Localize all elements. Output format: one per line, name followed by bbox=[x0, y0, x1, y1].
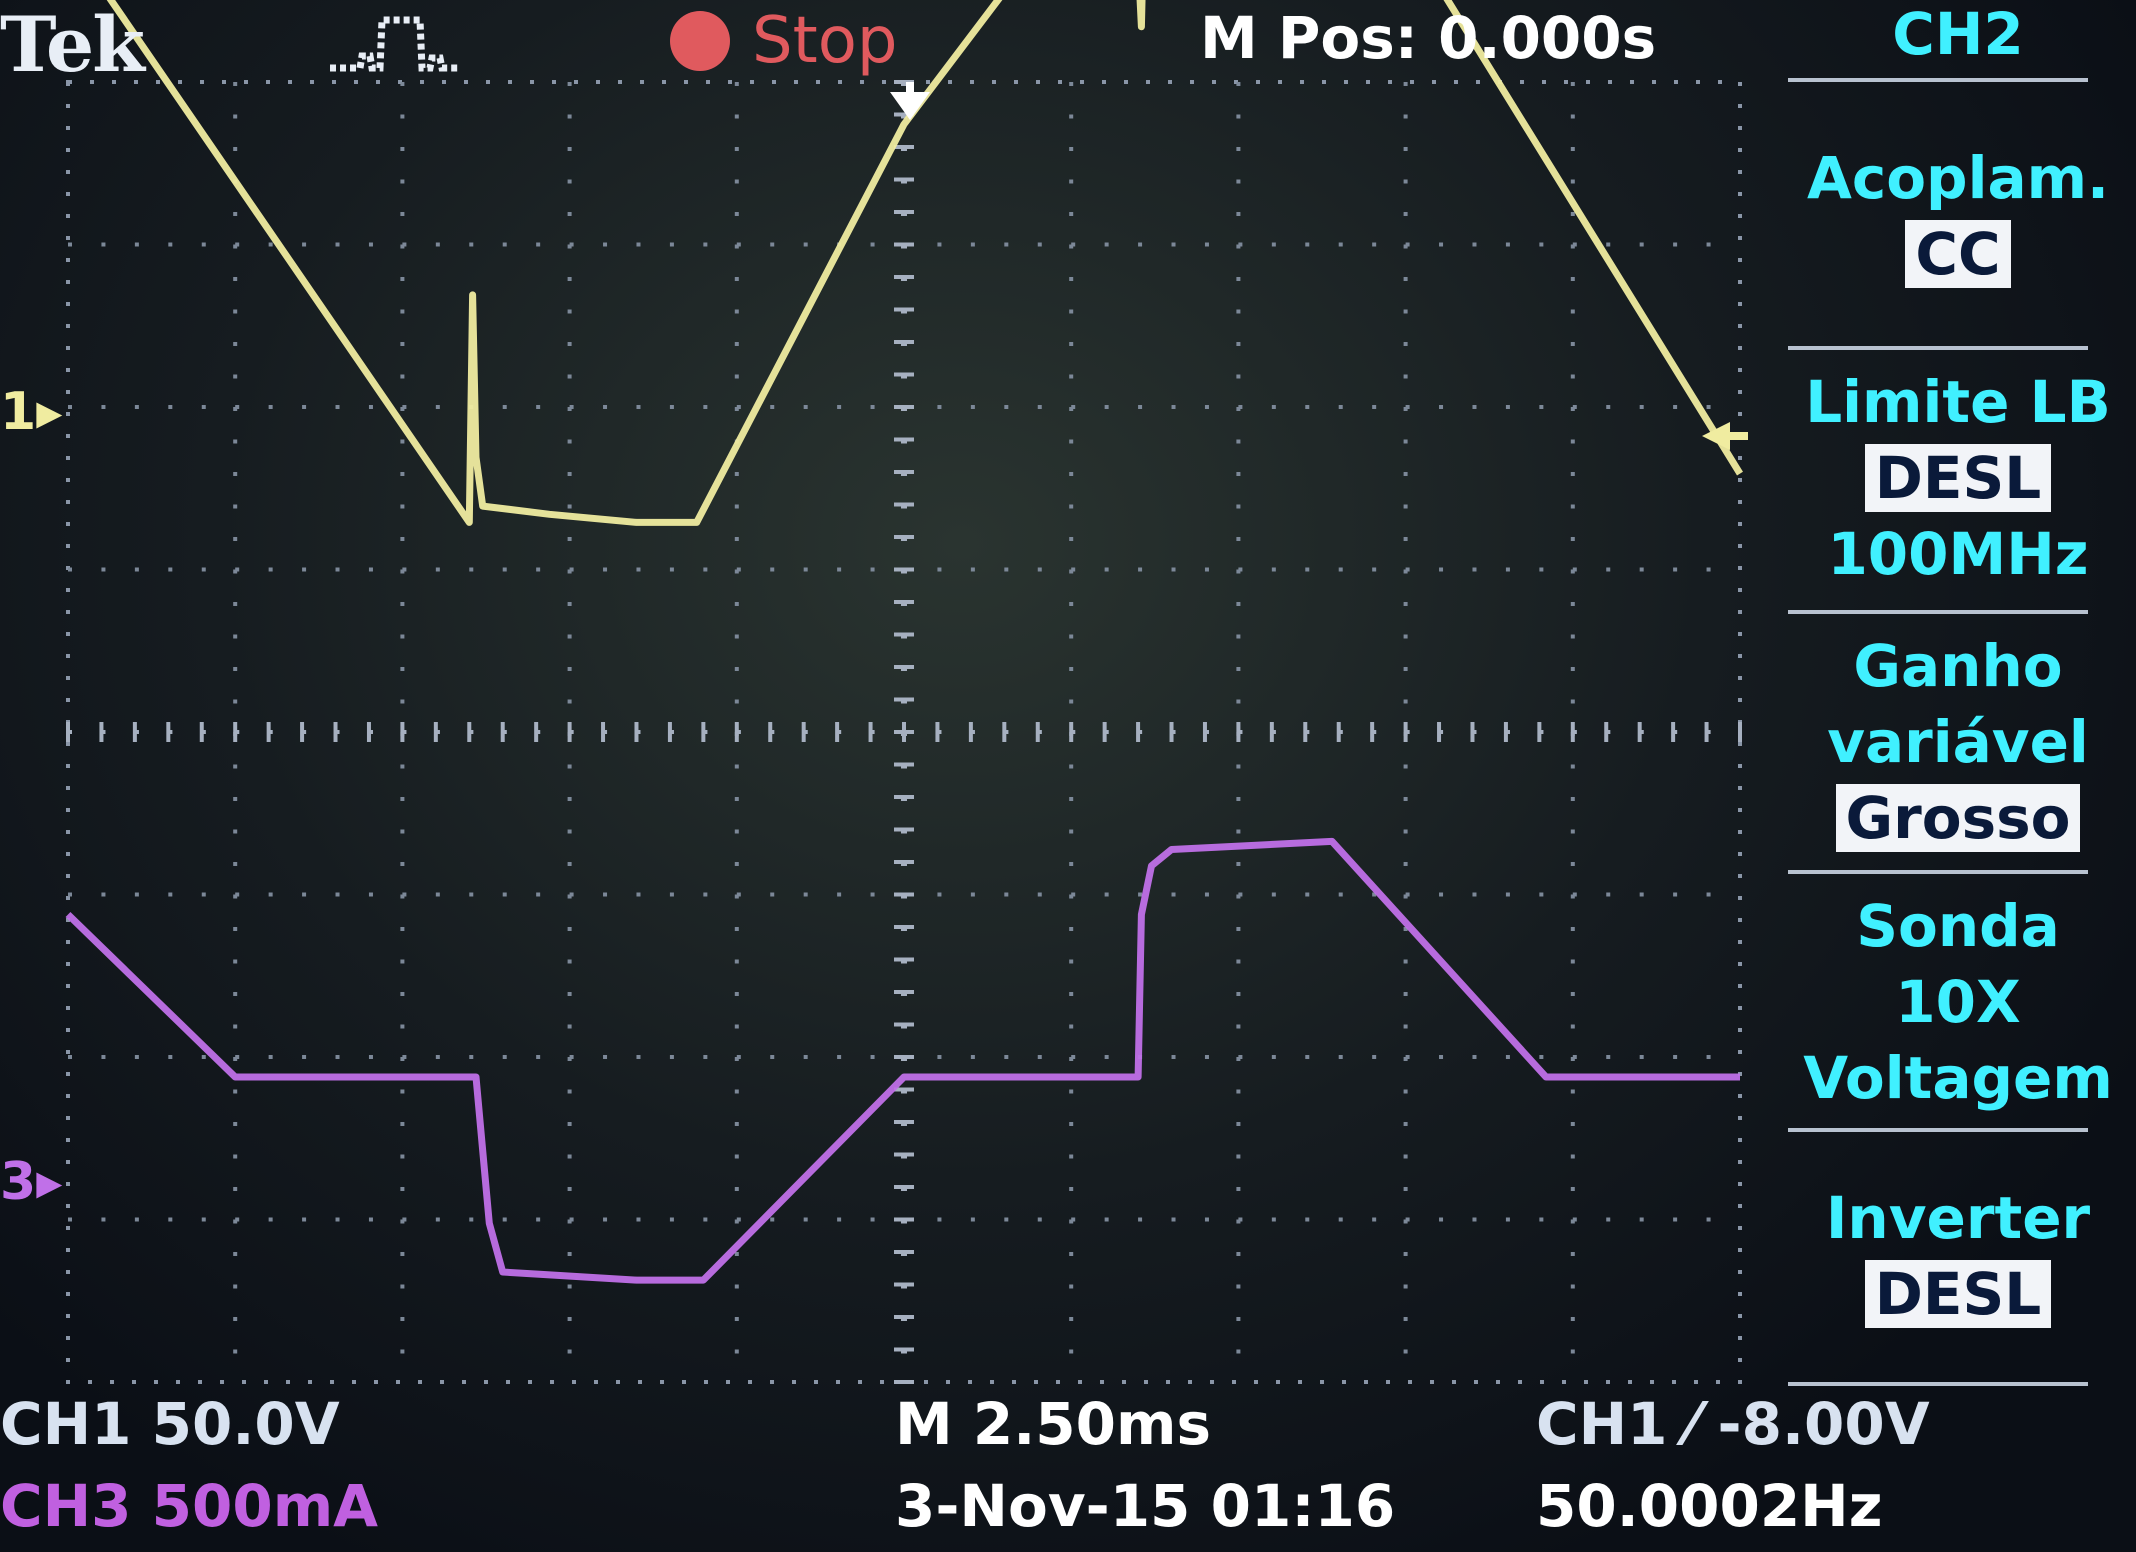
frequency-readout: 50.0002Hz bbox=[1536, 1472, 1883, 1540]
trigger-readout: CH1 ⁄ -8.00V bbox=[1536, 1390, 1930, 1458]
traces bbox=[65, 0, 1743, 1284]
menu-divider bbox=[1788, 1382, 2088, 1386]
ch1-trace bbox=[106, 0, 1743, 526]
variable-gain-value: Grosso bbox=[1835, 784, 2081, 852]
trigger-time-marker-stem bbox=[906, 82, 914, 96]
ch1-marker-label: 1 bbox=[0, 382, 37, 442]
ch1-marker-arrow: ▸ bbox=[36, 382, 63, 442]
bandwidth-limit-label: Limite LB bbox=[1805, 368, 2111, 436]
menu-item-coupling[interactable]: Acoplam. CC bbox=[1780, 140, 2136, 292]
acquisition-icon bbox=[330, 16, 460, 72]
menu-item-bandwidth-limit[interactable]: Limite LB DESL 100MHz bbox=[1780, 364, 2136, 592]
bottom-status-bar: CH1 50.0V CH3 500mA M 2.50ms 3-Nov-15 01… bbox=[0, 1390, 2136, 1552]
markers bbox=[890, 82, 1748, 450]
horizontal-position-readout: M Pos: 0.000s bbox=[1200, 4, 1657, 72]
ch3-trace bbox=[65, 837, 1740, 1284]
channel-side-menu: CH2 Acoplam. CC Limite LB DESL 100MHz Ga… bbox=[1780, 0, 2136, 1420]
menu-title: CH2 bbox=[1892, 0, 2024, 68]
menu-item-probe[interactable]: Sonda 10X Voltagem bbox=[1780, 888, 2136, 1116]
menu-divider bbox=[1788, 1128, 2088, 1132]
menu-divider bbox=[1788, 870, 2088, 874]
variable-gain-label-line2: variável bbox=[1827, 708, 2089, 776]
bandwidth-limit-extra: 100MHz bbox=[1827, 520, 2089, 588]
invert-label: Inverter bbox=[1825, 1184, 2091, 1252]
trigger-level-marker-stem bbox=[1728, 432, 1748, 440]
ch3-scale-readout: CH3 500mA bbox=[0, 1472, 379, 1540]
bandwidth-limit-value: DESL bbox=[1864, 444, 2052, 512]
ch1-ground-marker: 1▸ bbox=[0, 382, 62, 442]
invert-value: DESL bbox=[1864, 1260, 2052, 1328]
ch3-marker-arrow: ▸ bbox=[36, 1152, 63, 1212]
menu-item-invert[interactable]: Inverter DESL bbox=[1780, 1180, 2136, 1332]
variable-gain-label-line1: Ganho bbox=[1853, 632, 2063, 700]
run-stop-indicator: Stop bbox=[670, 4, 898, 78]
probe-type: Voltagem bbox=[1803, 1044, 2113, 1112]
trigger-time-marker bbox=[890, 92, 930, 120]
probe-label: Sonda bbox=[1856, 892, 2060, 960]
date-time-readout: 3-Nov-15 01:16 bbox=[895, 1472, 1396, 1540]
menu-item-variable-gain[interactable]: Ganho variável Grosso bbox=[1780, 628, 2136, 856]
timebase-readout: M 2.50ms bbox=[895, 1390, 1211, 1458]
menu-divider bbox=[1788, 78, 2088, 82]
ch3-ground-marker: 3▸ bbox=[0, 1152, 62, 1212]
run-state-label: Stop bbox=[752, 4, 898, 78]
menu-divider bbox=[1788, 610, 2088, 614]
tek-logo: Tek bbox=[0, 0, 145, 89]
probe-attenuation: 10X bbox=[1895, 968, 2021, 1036]
stop-icon bbox=[670, 11, 730, 71]
ch1-scale-readout: CH1 50.0V bbox=[0, 1390, 340, 1458]
menu-divider bbox=[1788, 346, 2088, 350]
coupling-value: CC bbox=[1905, 220, 2011, 288]
graticule bbox=[66, 80, 1742, 1384]
top-status-bar: Tek Stop M Pos: 0.000s bbox=[0, 0, 1780, 89]
trigger-level-marker bbox=[1702, 422, 1730, 450]
coupling-label: Acoplam. bbox=[1806, 144, 2110, 212]
ch3-marker-label: 3 bbox=[0, 1152, 37, 1212]
